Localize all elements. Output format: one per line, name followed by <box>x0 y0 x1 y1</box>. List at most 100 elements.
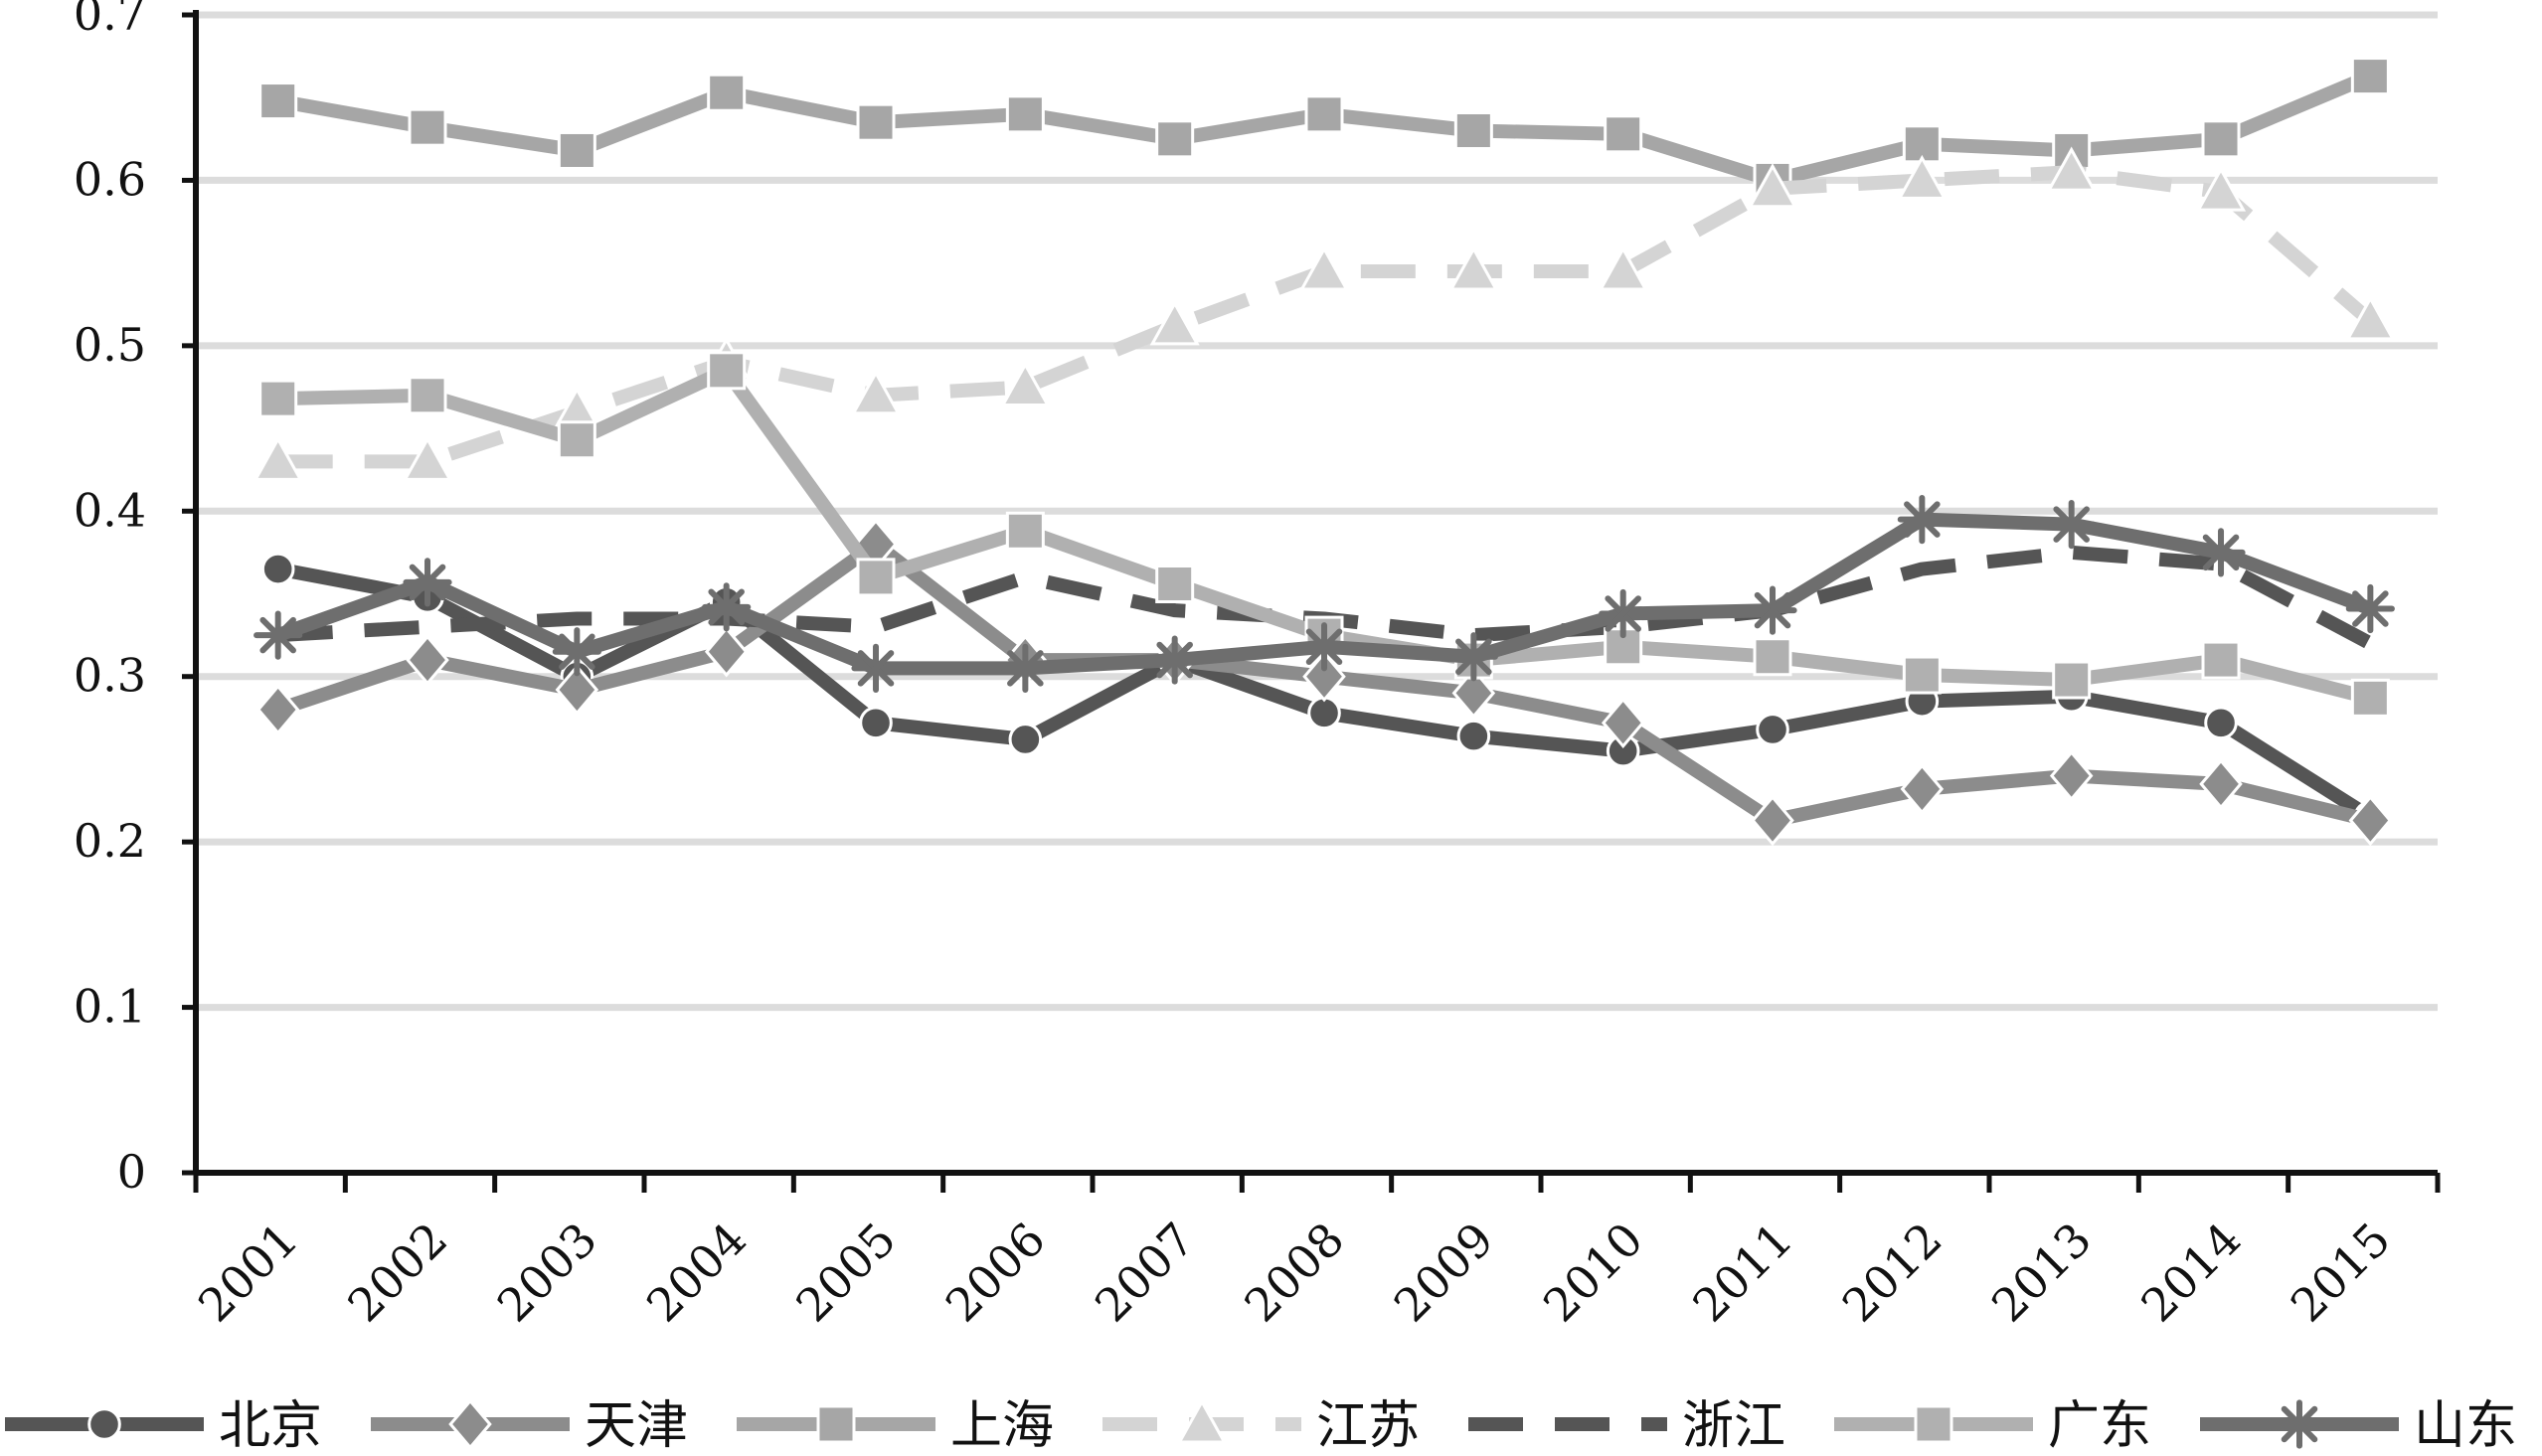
y-tick-label: 0.5 <box>74 318 146 372</box>
data-point <box>1897 495 1947 545</box>
y-tick-label: 0.1 <box>74 980 146 1034</box>
data-point <box>1307 696 1341 730</box>
data-point <box>2201 640 2241 680</box>
data-point <box>2345 295 2396 341</box>
data-point <box>856 558 896 597</box>
star-stroke <box>1305 628 1343 666</box>
data-point <box>2275 1399 2324 1449</box>
legend-item: 上海 <box>737 1396 1054 1456</box>
star-stroke <box>708 588 745 626</box>
data-point <box>1897 154 1948 200</box>
data-point <box>851 643 901 693</box>
data-point <box>2047 500 2097 550</box>
legend-label: 天津 <box>585 1396 688 1456</box>
y-tick-label: 0.6 <box>74 152 146 206</box>
data-point <box>1604 114 1643 154</box>
gridlines <box>196 11 2438 1012</box>
data-point <box>1751 794 1794 847</box>
legend-item: 浙江 <box>1468 1396 1785 1456</box>
star-stroke <box>2202 534 2240 571</box>
data-point <box>1008 723 1043 756</box>
data-point <box>2052 660 2092 700</box>
y-tick-label: 0.3 <box>74 649 146 703</box>
data-point <box>2199 758 2243 810</box>
data-point <box>448 1398 492 1450</box>
data-point <box>2350 678 2390 718</box>
y-tick-label: 0.7 <box>74 0 146 41</box>
data-point <box>2348 794 2393 847</box>
data-point <box>255 684 300 735</box>
data-point <box>557 420 596 460</box>
data-point <box>2345 583 2395 634</box>
legend-label: 山东 <box>2414 1396 2517 1456</box>
star-stroke <box>2281 1405 2318 1443</box>
y-tick-label: 0 <box>117 1145 146 1199</box>
x-tick-label: 2010 <box>1533 1213 1653 1333</box>
legend-item: 北京 <box>5 1396 322 1456</box>
data-point <box>1000 643 1050 693</box>
x-tick-label: 2011 <box>1682 1213 1802 1333</box>
legend-label: 广东 <box>2048 1396 2151 1456</box>
x-tick-label: 2004 <box>636 1213 757 1333</box>
data-point <box>704 626 749 678</box>
legend: 北京 天津 上海 江苏 浙江 广东 山东 <box>5 1396 2517 1456</box>
data-point <box>1304 94 1344 134</box>
data-point <box>1448 245 1499 291</box>
star-stroke <box>1754 591 1791 629</box>
legend-label: 北京 <box>219 1396 322 1456</box>
data-point <box>1302 650 1346 703</box>
legend-item: 江苏 <box>1102 1396 1420 1456</box>
data-point <box>403 558 452 607</box>
data-point <box>2046 146 2097 192</box>
data-point <box>253 435 303 481</box>
star-stroke <box>559 633 595 671</box>
legend-item: 山东 <box>2200 1396 2517 1456</box>
data-point <box>1747 163 1798 209</box>
data-point <box>856 102 896 142</box>
x-tick-label: 2014 <box>2130 1213 2251 1333</box>
legend-label: 江苏 <box>1316 1396 1420 1456</box>
data-point <box>1902 655 1942 695</box>
data-point <box>1599 588 1648 639</box>
legend-label: 上海 <box>950 1396 1054 1456</box>
data-point <box>702 582 752 632</box>
star-stroke <box>1007 650 1044 687</box>
data-point <box>2201 119 2241 159</box>
series-3 <box>253 146 2396 481</box>
y-tick-labels: 0 0.1 0.2 0.3 0.4 0.5 0.6 0.7 <box>74 0 146 1199</box>
data-point <box>254 610 303 660</box>
data-point <box>1914 1404 1953 1444</box>
star-stroke <box>409 564 446 601</box>
x-tick-label: 2012 <box>1832 1213 1952 1333</box>
data-point <box>707 351 747 391</box>
data-point <box>859 706 893 740</box>
axes <box>182 10 2441 1193</box>
x-tick-label: 2009 <box>1384 1213 1504 1333</box>
y-tick-label: 0.2 <box>74 814 146 868</box>
y-tick-label: 0.4 <box>74 483 146 537</box>
star-stroke <box>2352 590 2389 627</box>
data-point <box>2204 706 2238 740</box>
series-2 <box>258 57 2390 200</box>
data-point <box>260 552 295 586</box>
series-lines <box>253 57 2396 847</box>
data-point <box>1756 713 1789 746</box>
star-stroke <box>1605 595 1641 632</box>
data-point <box>1900 763 1945 815</box>
data-point <box>557 130 596 170</box>
data-point <box>1155 119 1195 159</box>
series-6 <box>254 495 2395 693</box>
data-point <box>87 1407 121 1441</box>
data-point <box>555 664 599 716</box>
data-point <box>1005 511 1045 551</box>
data-point <box>1451 667 1496 720</box>
star-stroke <box>857 650 895 687</box>
data-point <box>1005 94 1045 134</box>
data-point <box>816 1404 856 1444</box>
data-point <box>1176 1398 1228 1444</box>
data-point <box>406 634 449 686</box>
star-stroke <box>1156 641 1193 679</box>
data-point <box>2196 528 2246 577</box>
x-tick-labels: 2001 2002 2003 2004 2005 2006 2007 2008 2009 2010… <box>188 1213 2401 1333</box>
data-point <box>707 73 747 112</box>
